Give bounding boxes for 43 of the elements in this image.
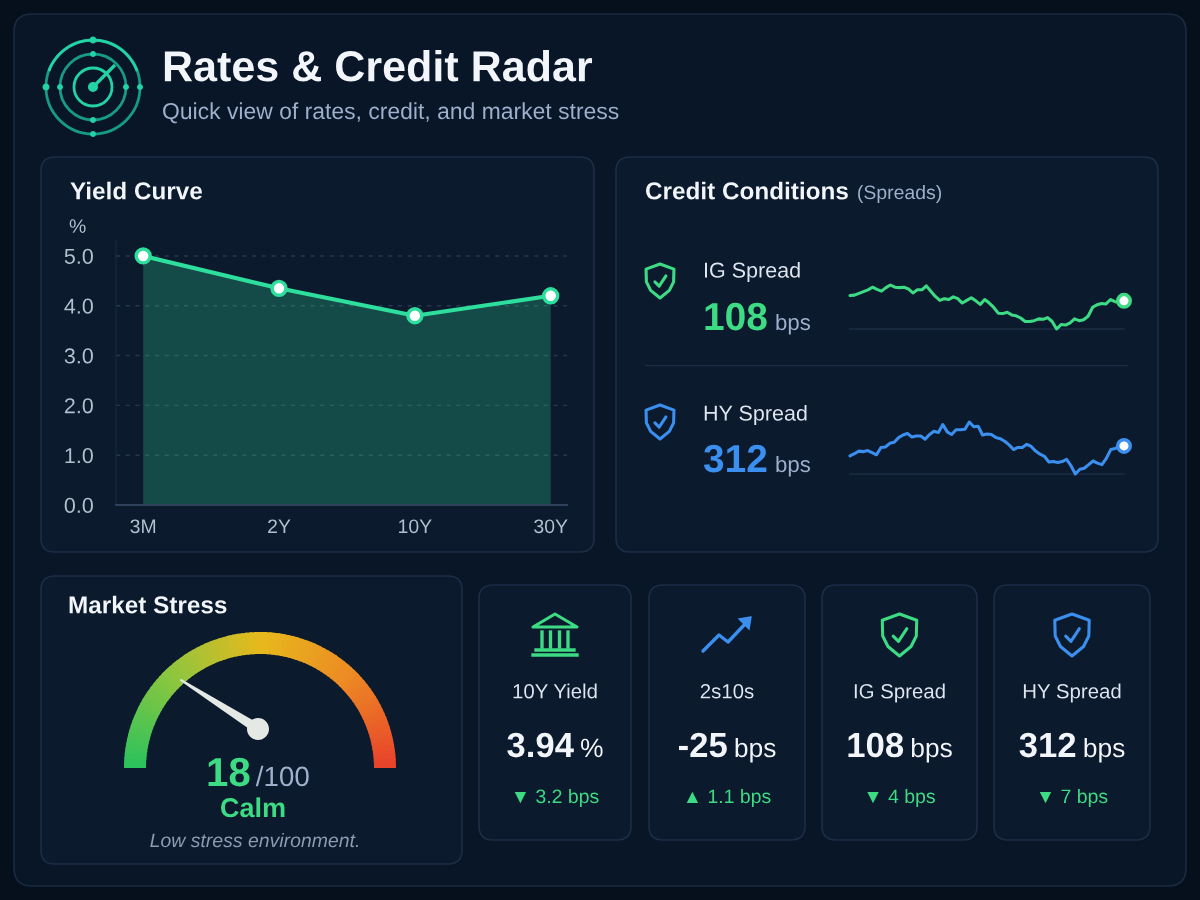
text: bps: [911, 737, 952, 763]
y-tick-label: 1.0: [65, 447, 93, 464]
y-tick-label: 2.0: [64, 398, 93, 414]
y-axis-title: %: [69, 219, 86, 233]
text: Quick view of rates, credit, and market stress: [163, 102, 619, 124]
text: 10Y Yield: [513, 683, 597, 699]
text: 312: [1019, 732, 1076, 758]
y-tick-label: 5.0: [64, 248, 93, 264]
text: Rates & Credit Radar: [164, 49, 593, 82]
text: bps: [776, 313, 811, 335]
chart-title: Credit Conditions: [646, 181, 848, 200]
text: 3.94: [507, 732, 574, 758]
text: %: [581, 738, 603, 758]
text: Market Stress: [69, 595, 227, 614]
text: -25: [678, 732, 727, 758]
text: IG Spread: [854, 683, 945, 703]
x-tick-label: 10Y: [399, 519, 432, 534]
text: 312: [703, 444, 767, 473]
text: ▼ 7 bps: [1039, 788, 1108, 808]
text: ▲ 1.1 bps: [686, 788, 771, 808]
text: /100: [255, 765, 309, 787]
x-tick-label: 2Y: [268, 519, 291, 533]
text: 2s10s: [700, 684, 754, 699]
x-tick-label: 30Y: [534, 519, 568, 534]
legend-label: IG Spread: [704, 261, 800, 283]
text: bps: [1084, 737, 1125, 763]
text: bps: [776, 455, 811, 477]
text: ▼ 4 bps: [867, 788, 935, 808]
data-label: 18: [208, 757, 250, 787]
text: HY Spread: [1023, 683, 1121, 703]
text: 108: [705, 302, 767, 331]
text: 108: [848, 732, 904, 758]
text: Low stress environment.: [150, 832, 358, 848]
text: Calm: [221, 797, 285, 818]
legend-label: HY Spread: [704, 404, 807, 426]
x-tick-label: 3M: [130, 519, 156, 534]
y-tick-label: 3.0: [64, 348, 93, 364]
text: ▼ 3.2 bps: [514, 788, 599, 808]
y-tick-label: 0.0: [64, 497, 93, 514]
y-tick-label: 4.0: [64, 298, 93, 314]
text: bps: [735, 737, 776, 763]
chart-subtitle: (Spreads): [858, 184, 942, 204]
chart-title: Yield Curve: [70, 181, 202, 200]
